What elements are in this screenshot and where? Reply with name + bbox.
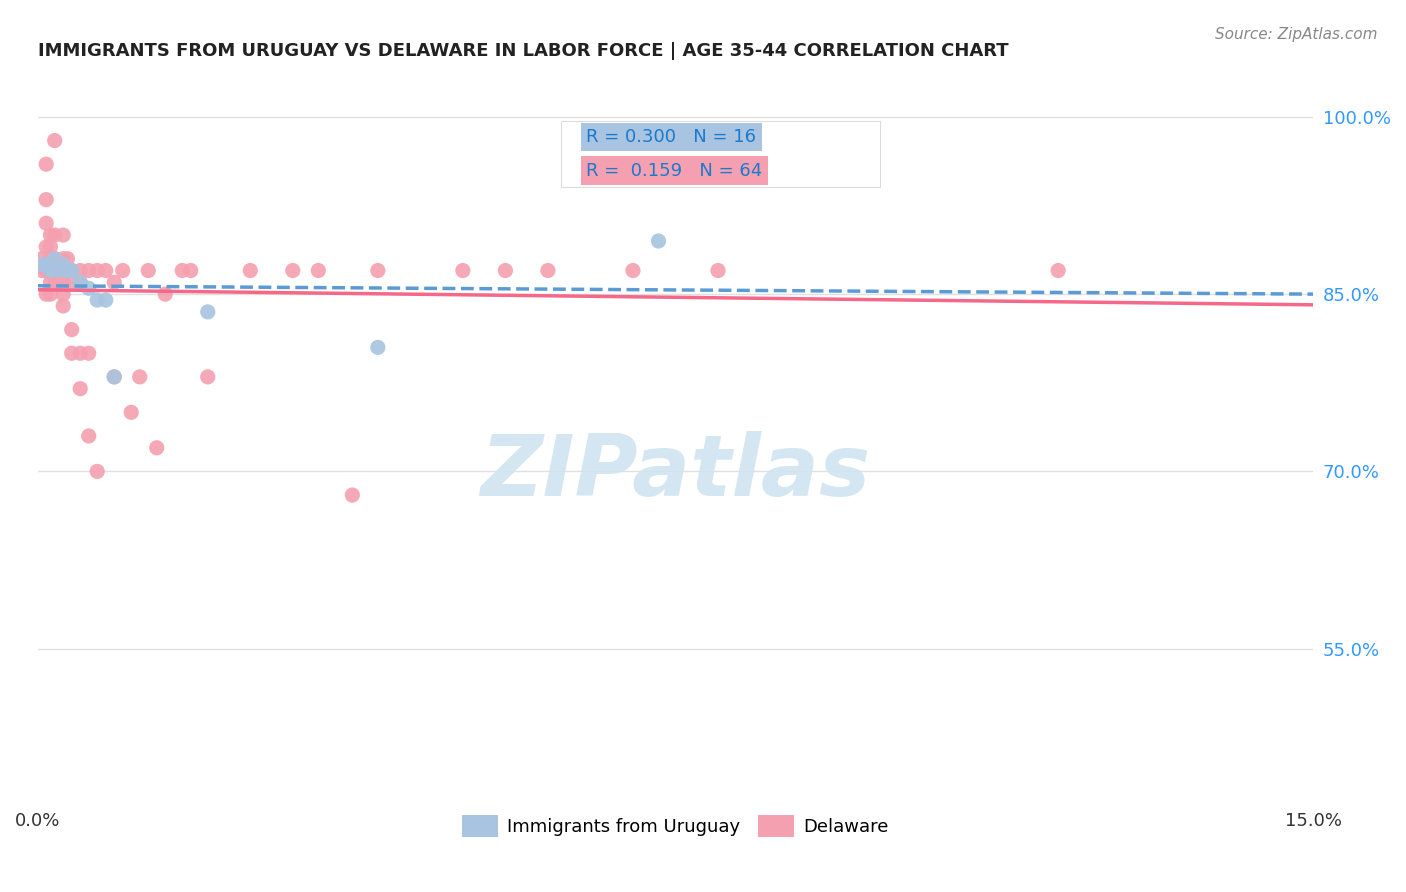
Point bbox=[44, 276, 66, 290]
Point bbox=[44, 228, 66, 243]
Point bbox=[60, 323, 83, 337]
Point bbox=[128, 370, 150, 384]
Point bbox=[136, 263, 159, 277]
Point bbox=[1047, 263, 1070, 277]
Text: R = 0.300   N = 16: R = 0.300 N = 16 bbox=[586, 128, 756, 146]
Point bbox=[197, 305, 219, 319]
Point bbox=[35, 258, 58, 272]
Point bbox=[31, 252, 53, 266]
Point bbox=[31, 258, 53, 272]
Point bbox=[69, 382, 91, 396]
Point bbox=[307, 263, 329, 277]
Point bbox=[120, 405, 142, 419]
Point bbox=[77, 263, 100, 277]
Point bbox=[172, 263, 194, 277]
Text: IMMIGRANTS FROM URUGUAY VS DELAWARE IN LABOR FORCE | AGE 35-44 CORRELATION CHART: IMMIGRANTS FROM URUGUAY VS DELAWARE IN L… bbox=[38, 42, 1008, 60]
Point bbox=[86, 293, 108, 307]
Point bbox=[197, 370, 219, 384]
Point bbox=[52, 228, 75, 243]
Point bbox=[103, 370, 125, 384]
Point bbox=[48, 263, 70, 277]
Point bbox=[239, 263, 262, 277]
Point bbox=[69, 346, 91, 360]
Point bbox=[69, 263, 91, 277]
Point bbox=[52, 263, 75, 277]
Point bbox=[69, 276, 91, 290]
Point bbox=[77, 281, 100, 295]
Point bbox=[39, 228, 62, 243]
Point bbox=[44, 134, 66, 148]
Point bbox=[44, 252, 66, 266]
Point bbox=[494, 263, 516, 277]
Point bbox=[103, 370, 125, 384]
Point bbox=[48, 276, 70, 290]
Point bbox=[52, 299, 75, 313]
Point bbox=[35, 287, 58, 301]
Point bbox=[111, 263, 134, 277]
Point bbox=[707, 263, 730, 277]
Point bbox=[39, 263, 62, 277]
Point bbox=[52, 287, 75, 301]
Point bbox=[48, 263, 70, 277]
Point bbox=[86, 263, 108, 277]
Point bbox=[77, 429, 100, 443]
Point bbox=[155, 287, 177, 301]
Text: ZIPatlas: ZIPatlas bbox=[481, 431, 870, 514]
Point bbox=[31, 263, 53, 277]
Point bbox=[60, 263, 83, 277]
Point bbox=[69, 276, 91, 290]
Point bbox=[39, 276, 62, 290]
Point bbox=[35, 263, 58, 277]
Point bbox=[35, 216, 58, 230]
Point bbox=[35, 157, 58, 171]
Point bbox=[94, 293, 117, 307]
Point bbox=[35, 240, 58, 254]
FancyBboxPatch shape bbox=[561, 121, 880, 186]
Point bbox=[103, 276, 125, 290]
Point bbox=[621, 263, 644, 277]
Point bbox=[56, 252, 79, 266]
Point bbox=[39, 252, 62, 266]
Point bbox=[180, 263, 202, 277]
Point bbox=[39, 240, 62, 254]
Point bbox=[367, 340, 389, 354]
Point bbox=[60, 346, 83, 360]
Point bbox=[281, 263, 304, 277]
Point bbox=[145, 441, 167, 455]
Point bbox=[52, 276, 75, 290]
Point bbox=[451, 263, 474, 277]
Point bbox=[44, 252, 66, 266]
Point bbox=[647, 234, 669, 248]
Point bbox=[86, 464, 108, 478]
Point bbox=[52, 252, 75, 266]
Point bbox=[77, 346, 100, 360]
Point bbox=[367, 263, 389, 277]
Text: R =  0.159   N = 64: R = 0.159 N = 64 bbox=[586, 161, 762, 180]
Legend: Immigrants from Uruguay, Delaware: Immigrants from Uruguay, Delaware bbox=[456, 808, 896, 845]
Point bbox=[342, 488, 364, 502]
Point bbox=[56, 263, 79, 277]
Point bbox=[537, 263, 560, 277]
Point bbox=[52, 258, 75, 272]
Point bbox=[60, 276, 83, 290]
Point bbox=[56, 263, 79, 277]
Point bbox=[60, 263, 83, 277]
Point bbox=[94, 263, 117, 277]
Point bbox=[35, 193, 58, 207]
Point bbox=[39, 287, 62, 301]
Text: Source: ZipAtlas.com: Source: ZipAtlas.com bbox=[1215, 27, 1378, 42]
